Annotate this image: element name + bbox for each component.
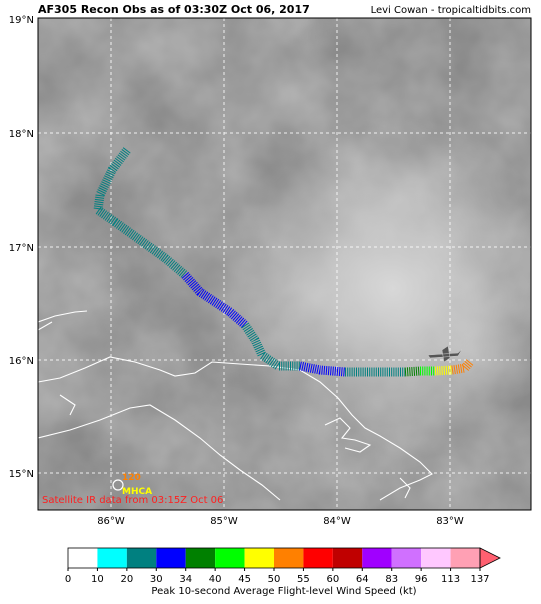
lat-label: 18°N — [9, 129, 34, 140]
lat-label: 16°N — [9, 356, 34, 367]
lagoon — [324, 417, 411, 499]
colorbar-segment — [450, 548, 480, 568]
colorbar-tick-label: 55 — [297, 574, 310, 585]
colorbar-tick-label: 83 — [385, 574, 398, 585]
lat-label: 15°N — [9, 469, 34, 480]
lon-label: 85°W — [210, 516, 238, 527]
colorbar: 0 10 20 30 34 40 45 50 55 60 64 83 96 113 137 — [65, 547, 501, 585]
colorbar-segment — [156, 548, 186, 568]
colorbar-segment — [421, 548, 451, 568]
lat-label: 19°N — [9, 15, 34, 26]
colorbar-tick-label: 34 — [179, 574, 192, 585]
map: 120 MHCA Satellite IR data from 03:15Z O… — [38, 18, 531, 510]
station-value: 120 — [122, 473, 141, 483]
flight-track — [93, 147, 474, 377]
colorbar-tick-label: 45 — [238, 574, 251, 585]
colorbar-tick-label: 10 — [91, 574, 104, 585]
colorbar-tick-label: 30 — [150, 574, 163, 585]
colorbar-segment — [391, 548, 422, 568]
colorbar-tick-label: 60 — [326, 574, 339, 585]
colorbar-tick-label: 113 — [441, 574, 460, 585]
colorbar-extend — [479, 547, 501, 569]
lon-label: 83°W — [436, 516, 464, 527]
satellite-note: Satellite IR data from 03:15Z Oct 06 — [42, 495, 223, 506]
colorbar-segment — [97, 548, 127, 568]
lat-label: 17°N — [9, 243, 34, 254]
station-name: MHCA — [122, 487, 152, 497]
map-frame — [37, 17, 532, 511]
colorbar-segment — [126, 548, 157, 568]
lon-label: 84°W — [323, 516, 351, 527]
colorbar-segment — [244, 548, 274, 568]
colorbar-segment — [215, 548, 245, 568]
colorbar-tick-label: 64 — [356, 574, 369, 585]
title: AF305 Recon Obs as of 03:30Z Oct 06, 201… — [38, 3, 310, 16]
colorbar-tick-label: 0 — [65, 574, 71, 585]
credit: Levi Cowan - tropicaltidbits.com — [371, 5, 531, 16]
aircraft-icon — [427, 345, 463, 363]
colorbar-tick-label: 137 — [470, 574, 489, 585]
colorbar-label: Peak 10-second Average Flight-level Wind… — [151, 586, 416, 597]
colorbar-segment — [332, 548, 363, 568]
colorbar-tick-label: 40 — [209, 574, 222, 585]
colorbar-segment — [185, 548, 216, 568]
colorbar-segment — [68, 548, 98, 568]
grid — [38, 18, 531, 510]
storm-cloud — [38, 18, 531, 510]
lon-label: 86°W — [97, 516, 125, 527]
colorbar-tick-label: 96 — [415, 574, 428, 585]
border — [38, 310, 281, 501]
colorbar-tick-label: 20 — [120, 574, 133, 585]
colorbar-segment — [274, 548, 304, 568]
colorbar-segment — [362, 548, 392, 568]
station-marker — [112, 479, 124, 491]
colorbar-segment — [303, 548, 333, 568]
colorbar-tick-label: 50 — [268, 574, 281, 585]
